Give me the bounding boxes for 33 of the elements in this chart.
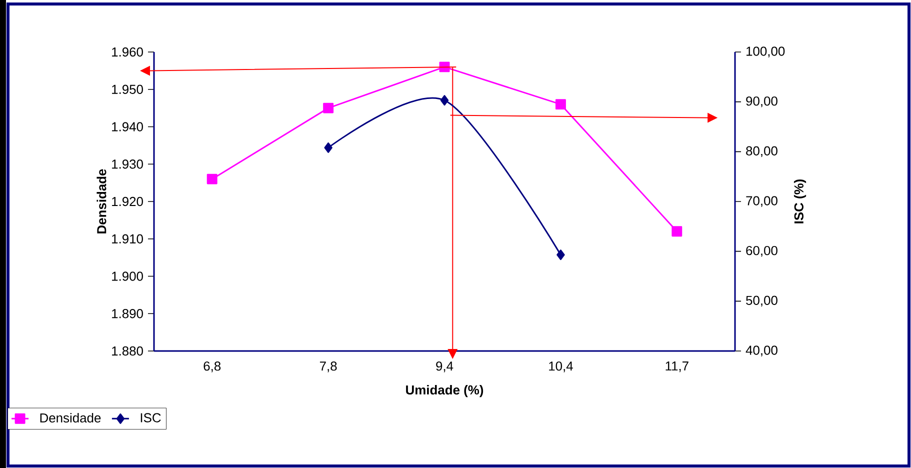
y-tick-label: 1.940	[112, 122, 143, 132]
y2-tick-label: 100,00	[746, 46, 785, 58]
y-tick-label: 1.950	[112, 84, 143, 94]
y-tick-label: 1.930	[112, 160, 143, 169]
y-tick-label: 1.960	[112, 47, 143, 57]
point	[555, 99, 566, 110]
x-tick-label: 6,8	[204, 362, 221, 372]
y-tick-label: 1.910	[112, 234, 143, 244]
x-tick-label: 11,7	[666, 362, 688, 372]
point	[323, 102, 334, 114]
y2-tick-label: 90,00	[746, 96, 778, 108]
legend-label: Densidade	[40, 412, 101, 423]
y2-axis-title: ISC (%)	[794, 179, 806, 224]
x-tick-label: 9,4	[436, 362, 454, 372]
y-tick-label: 1.890	[112, 309, 143, 318]
y2-tick-label: 50,00	[746, 296, 778, 307]
y-tick-label: 1.920	[112, 196, 143, 206]
y2-tick-label: 60,00	[746, 246, 778, 257]
x-tick-label: 7,8	[320, 362, 337, 372]
y2-tick-label: 70,00	[746, 196, 778, 207]
point	[556, 250, 565, 260]
y-axis-title: Densidade	[96, 169, 106, 234]
x-tick-label: 10,4	[549, 362, 573, 372]
x-axis-title: Umidade (%)	[406, 385, 484, 398]
y-tick-label: 1.900	[112, 272, 143, 281]
point	[206, 174, 218, 184]
y-tick-label: 1.880	[112, 346, 143, 356]
y2-tick-label: 80,00	[746, 146, 778, 158]
y2-tick-label: 40,00	[746, 346, 778, 356]
point	[440, 95, 449, 106]
legend-label: ISC	[140, 413, 161, 422]
point	[324, 142, 332, 153]
point	[672, 226, 682, 237]
